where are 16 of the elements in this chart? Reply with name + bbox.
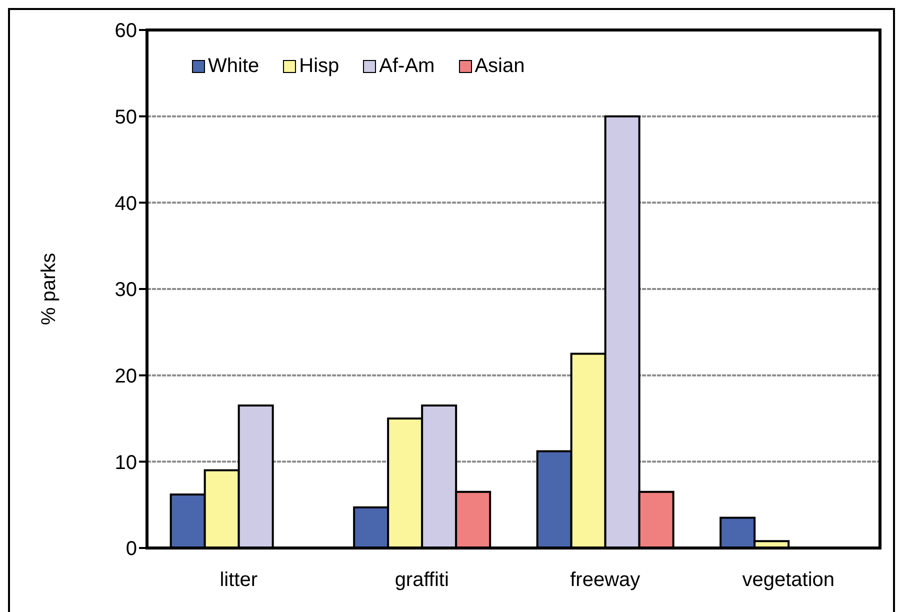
x-tick-label: freeway [570,569,640,592]
y-tick-label: 10 [114,452,137,474]
y-tick-label: 60 [114,20,137,42]
x-tick-label: vegetation [742,569,835,592]
x-tick-label: graffiti [394,569,449,592]
x-tick-label: litter [220,569,258,592]
y-tick-label: 0 [126,538,137,560]
y-tick-label: 20 [114,365,137,388]
legend-label: Asian [474,55,525,78]
y-tick-label: 30 [114,279,137,302]
y-tick-label: 40 [114,192,137,215]
legend-label: White [208,55,260,78]
y-axis-title: % parks [38,252,60,326]
y-tick-label: 50 [114,106,137,128]
legend-label: Hisp [299,55,340,78]
legend-label: Af-Am [379,55,435,78]
